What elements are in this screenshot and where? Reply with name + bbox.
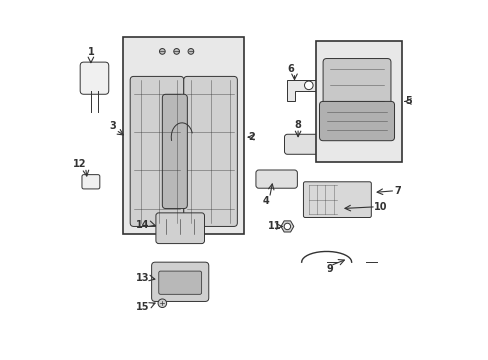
- Text: 13: 13: [136, 273, 149, 283]
- Text: 12: 12: [73, 159, 87, 169]
- FancyBboxPatch shape: [255, 170, 297, 188]
- Text: 3: 3: [109, 121, 116, 131]
- FancyBboxPatch shape: [82, 175, 100, 189]
- FancyBboxPatch shape: [130, 76, 183, 226]
- Text: 9: 9: [326, 264, 333, 274]
- Text: 8: 8: [294, 120, 301, 130]
- FancyBboxPatch shape: [151, 262, 208, 301]
- Circle shape: [284, 223, 290, 230]
- Circle shape: [173, 49, 179, 54]
- FancyBboxPatch shape: [162, 94, 187, 208]
- FancyBboxPatch shape: [315, 41, 401, 162]
- FancyBboxPatch shape: [159, 271, 201, 294]
- Text: 11: 11: [267, 221, 281, 231]
- FancyBboxPatch shape: [183, 76, 237, 226]
- Circle shape: [159, 49, 165, 54]
- FancyBboxPatch shape: [323, 59, 390, 112]
- Text: 7: 7: [394, 186, 401, 196]
- FancyBboxPatch shape: [156, 213, 204, 244]
- Text: 2: 2: [248, 132, 255, 142]
- Polygon shape: [287, 80, 323, 102]
- Polygon shape: [126, 130, 144, 144]
- Circle shape: [304, 81, 312, 90]
- FancyBboxPatch shape: [303, 182, 370, 217]
- Text: 5: 5: [405, 96, 411, 107]
- FancyBboxPatch shape: [319, 102, 394, 141]
- FancyBboxPatch shape: [123, 37, 244, 234]
- Text: 10: 10: [373, 202, 386, 212]
- FancyBboxPatch shape: [80, 62, 108, 94]
- Text: 6: 6: [287, 64, 294, 74]
- Polygon shape: [281, 221, 293, 232]
- Circle shape: [188, 49, 193, 54]
- FancyBboxPatch shape: [284, 134, 325, 154]
- Text: 15: 15: [136, 302, 149, 312]
- Text: 4: 4: [262, 197, 269, 206]
- Text: 1: 1: [87, 47, 94, 57]
- Circle shape: [158, 299, 166, 307]
- Text: 14: 14: [136, 220, 149, 230]
